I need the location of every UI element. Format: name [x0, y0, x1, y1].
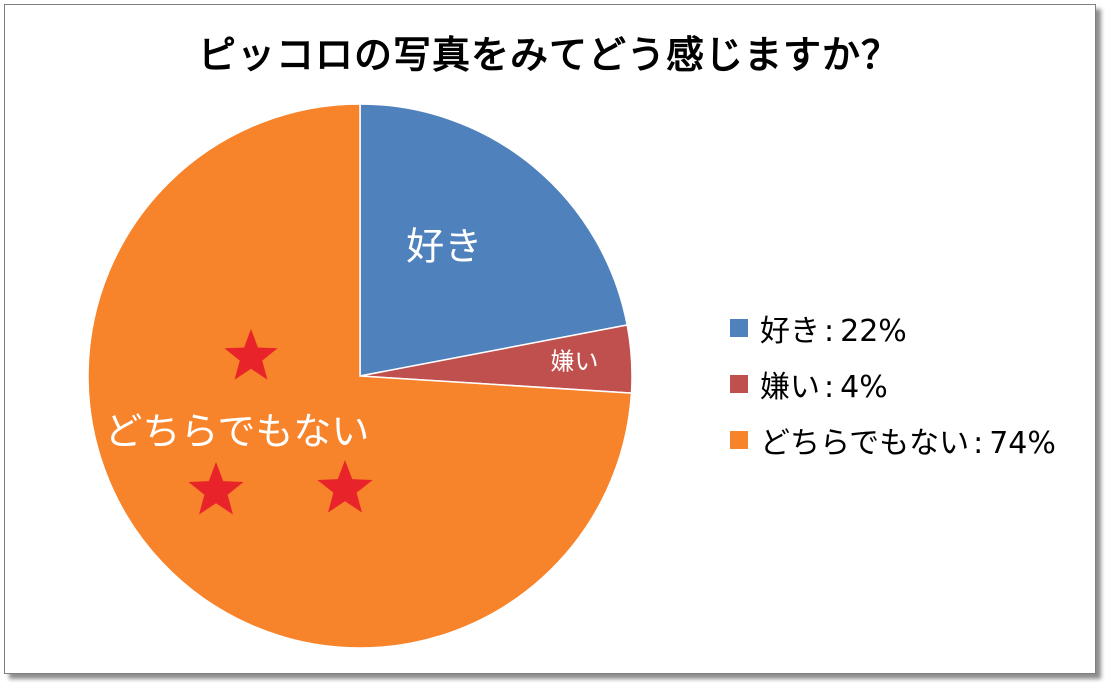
legend-percent-like: 22% — [840, 314, 907, 349]
star-icon — [317, 460, 373, 513]
legend-percent-neutral: 74% — [989, 426, 1056, 461]
legend-item-dislike: 嫌い:4% — [730, 356, 1056, 412]
legend-swatch-like — [730, 319, 748, 337]
legend-label-neutral: どちらでもない — [760, 426, 970, 461]
legend-separator: : — [824, 314, 835, 349]
legend-label-dislike: 嫌い — [760, 370, 820, 405]
pie-slice-like — [359, 103, 629, 377]
chart-title: ピッコロの写真をみてどう感じますか？ — [197, 33, 900, 77]
star-icon — [224, 329, 278, 380]
legend-separator: : — [973, 426, 984, 461]
legend-swatch-dislike — [730, 375, 748, 393]
legend-percent-dislike: 4% — [840, 370, 888, 405]
legend-item-like: 好き:22% — [730, 300, 1056, 356]
legend-swatch-neutral — [730, 431, 748, 449]
star-icon — [188, 462, 244, 515]
legend-separator: : — [824, 370, 835, 405]
pie-slice-neutral — [87, 103, 633, 649]
legend-item-neutral: どちらでもない:74% — [730, 412, 1056, 468]
data-label-dislike: 嫌い — [550, 348, 598, 376]
data-label-like: 好き — [406, 225, 482, 269]
legend-label-like: 好き — [760, 314, 820, 349]
data-label-neutral: どちらでもない — [105, 409, 370, 453]
legend: 好き:22% 嫌い:4% どちらでもない:74% — [730, 300, 1056, 468]
